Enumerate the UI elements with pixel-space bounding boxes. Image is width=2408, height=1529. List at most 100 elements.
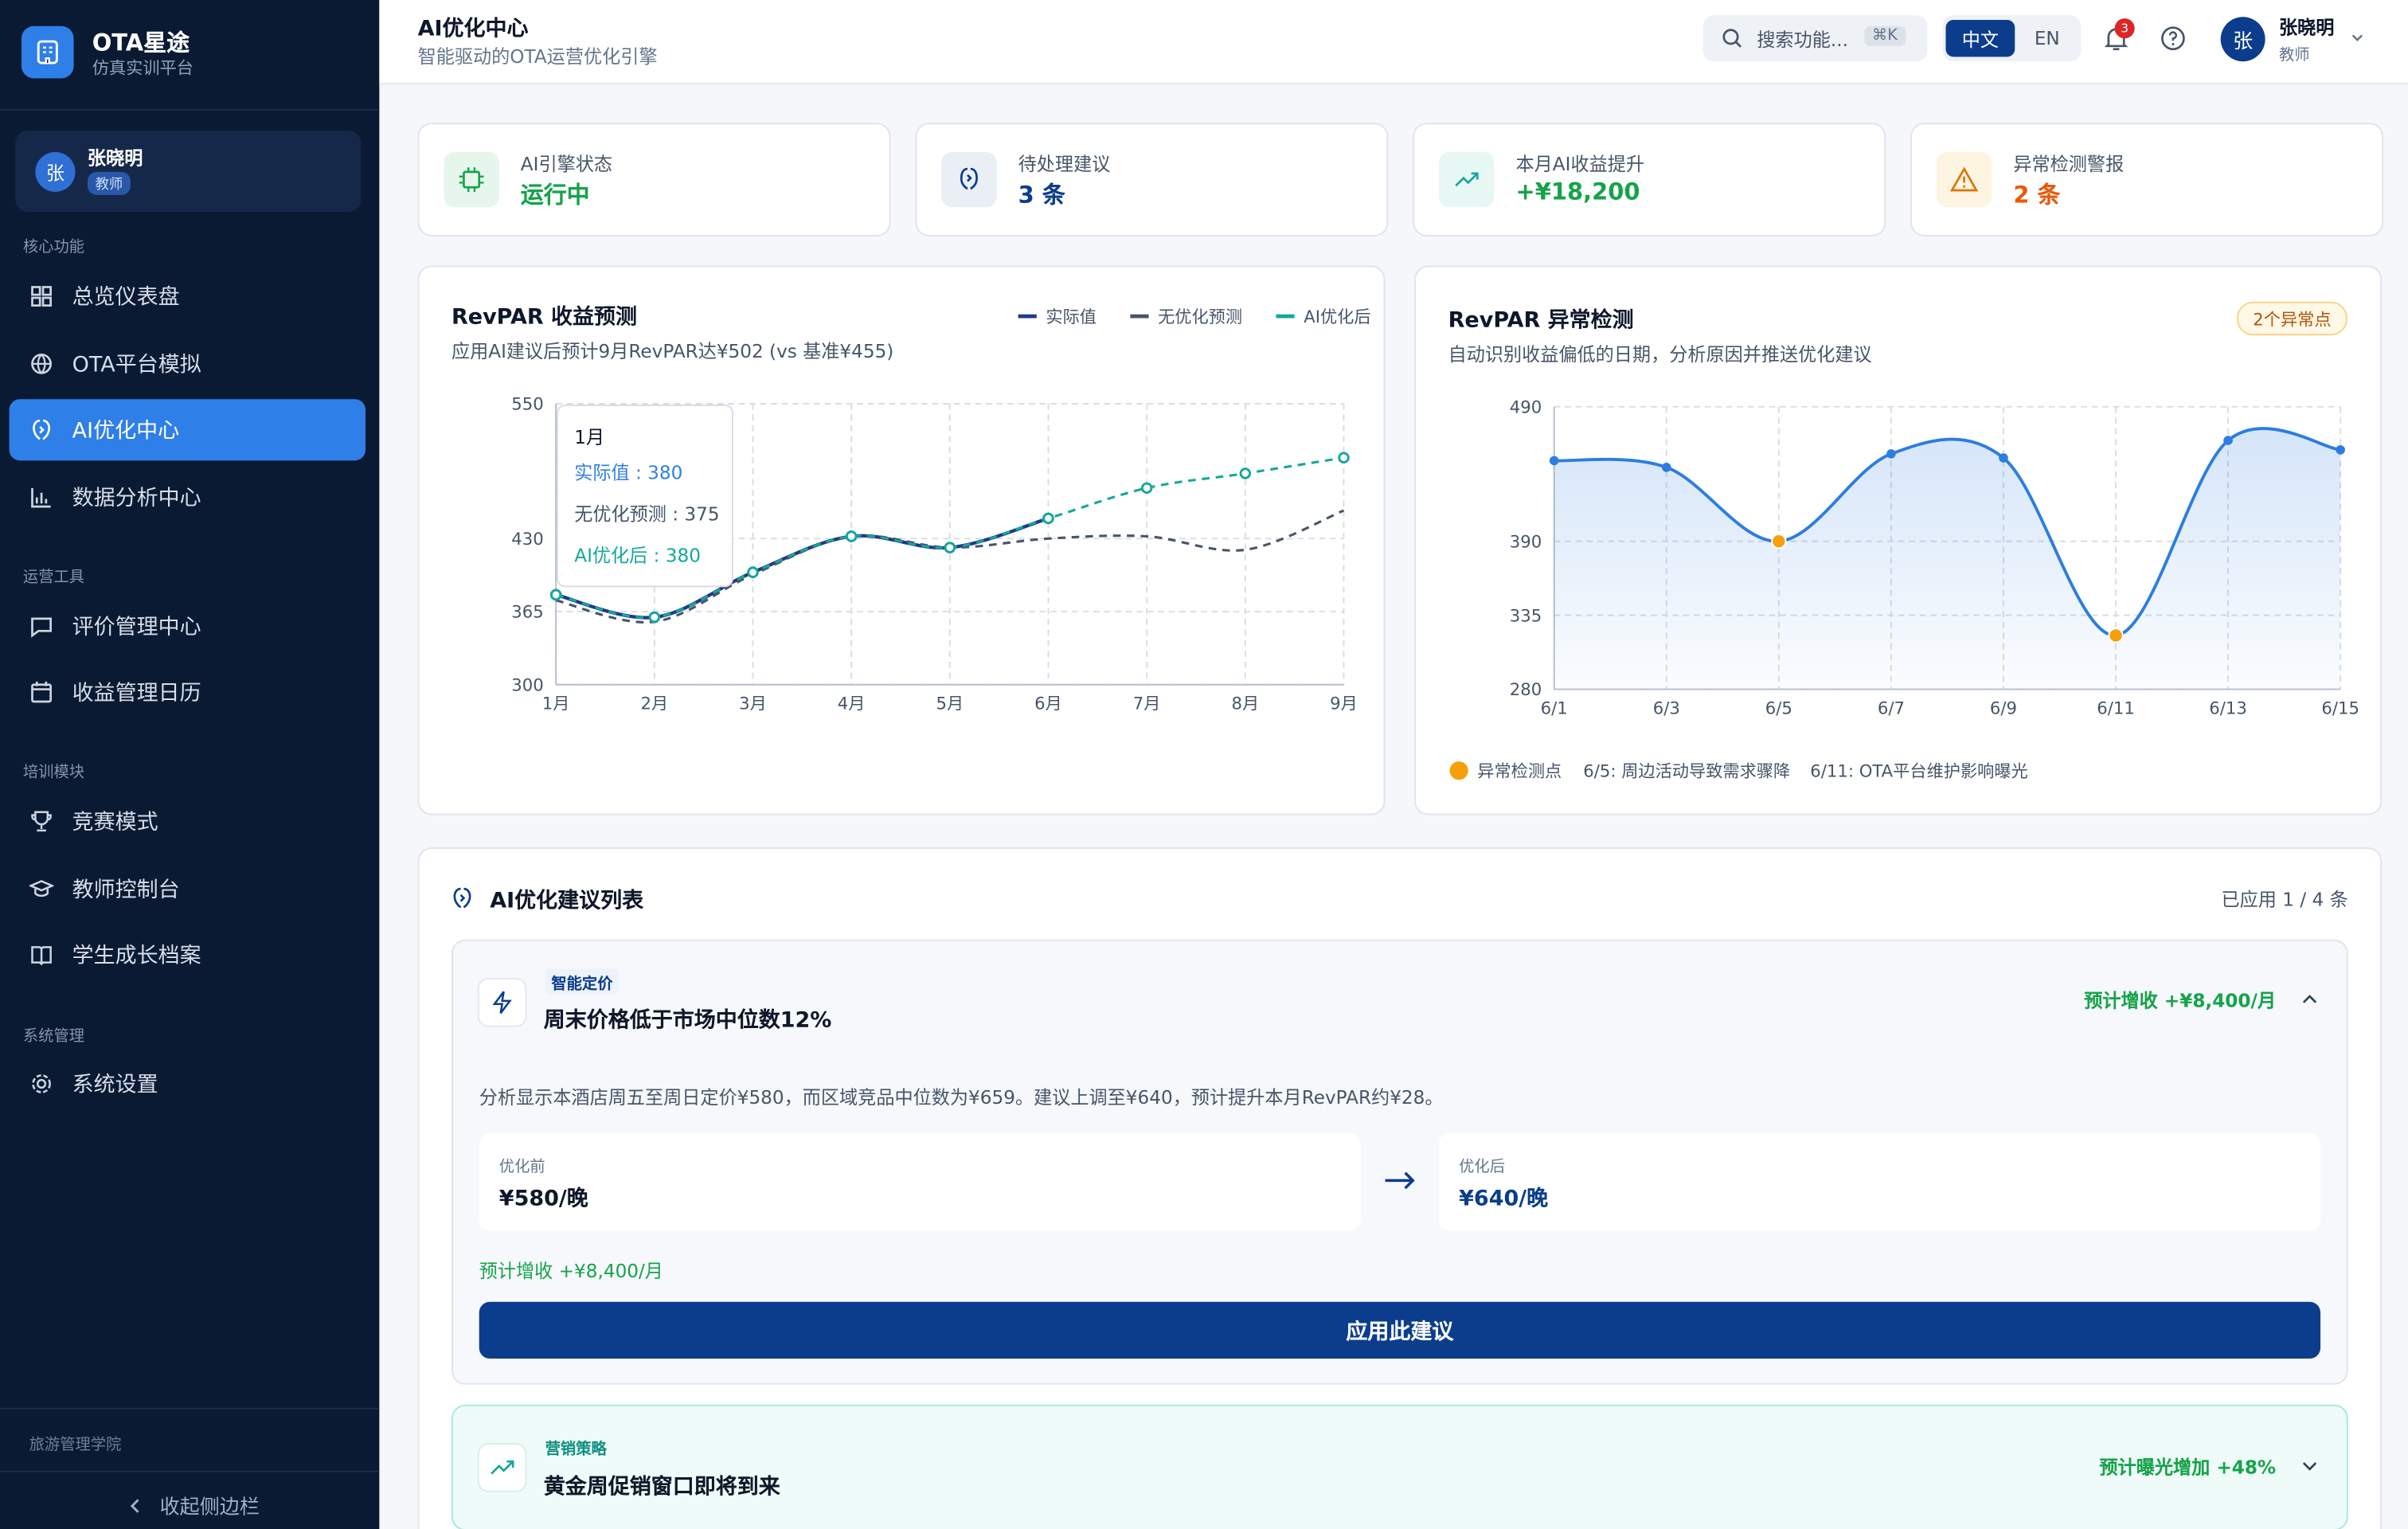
nav-item[interactable]: 总览仪表盘	[10, 265, 366, 327]
data-point	[1886, 449, 1896, 459]
collapse-toggle[interactable]	[2300, 990, 2319, 1008]
nav-item[interactable]: 收益管理日历	[10, 662, 366, 723]
nav-label: OTA平台模拟	[72, 353, 201, 378]
nav-label: 竞赛模式	[72, 810, 158, 835]
stat-card: 本月AI收益提升 +¥18,200	[1413, 123, 1886, 237]
legend-swatch	[1449, 761, 1468, 780]
data-point	[1661, 463, 1671, 472]
user-card[interactable]: 张 张晓明 教师	[15, 130, 362, 213]
x-tick-label: 6/1	[1541, 698, 1568, 718]
suggestion-title: 周末价格低于市场中位数12%	[543, 1008, 832, 1034]
data-point	[549, 589, 562, 601]
after-label: 优化后	[1459, 1159, 1505, 1176]
notification-button[interactable]: 3	[2102, 18, 2135, 58]
stat-value: +¥18,200	[1515, 178, 1640, 206]
chart-card: RevPAR 异常检测 2个异常点 自动识别收益偏低的日期，分析原因并推送优化建议 2…	[1414, 265, 2383, 815]
data-point	[1999, 453, 2008, 463]
legend-label: AI优化后	[1304, 307, 1370, 327]
data-point	[944, 542, 956, 553]
stat-label: 待处理建议	[1018, 153, 1111, 175]
nav-label: 收益管理日历	[72, 681, 201, 706]
y-tick-label: 300	[511, 675, 543, 694]
x-tick-label: 4月	[838, 694, 866, 714]
series-line	[1554, 427, 2341, 637]
suggestions-panel: AI优化建议列表 已应用 1 / 4 条 智能定价 周末价格低于市场中位数12%…	[417, 847, 2383, 1529]
help-button[interactable]	[2160, 25, 2187, 53]
expand-toggle[interactable]	[2300, 1457, 2319, 1475]
stat-label: AI引擎状态	[520, 153, 613, 175]
nav-item[interactable]: 数据分析中心	[10, 467, 366, 528]
header: AI优化中心 智能驱动的OTA运营优化引擎 搜索功能... ⌘K 中文 EN 3…	[379, 0, 2408, 85]
stat-value: 3 条	[1018, 181, 1065, 209]
tooltip-item: 实际值 : 380	[574, 463, 682, 483]
brand-name: OTA星途	[92, 29, 190, 57]
x-tick-label: 6/11	[2097, 698, 2135, 718]
data-point	[648, 611, 661, 624]
nav-item[interactable]: 教师控制台	[10, 858, 366, 920]
stat-card: 待处理建议 3 条	[915, 123, 1389, 237]
suggestion-impact-detail: 预计增收 +¥8,400/月	[479, 1260, 663, 1282]
suggestion-title: 黄金周促销窗口即将到来	[543, 1475, 780, 1500]
brand-logo	[21, 25, 74, 79]
apply-button[interactable]: 应用此建议	[479, 1301, 2321, 1359]
page-title: AI优化中心	[417, 17, 529, 42]
nav-item[interactable]: 学生成长档案	[10, 924, 366, 985]
header-avatar[interactable]: 张	[2220, 17, 2265, 62]
y-tick-label: 430	[511, 529, 543, 549]
anomaly-point	[2108, 628, 2124, 643]
suggestion-impact: 预计增收 +¥8,400/月	[2084, 990, 2277, 1012]
x-tick-label: 7月	[1133, 694, 1161, 714]
user-menu-toggle[interactable]	[2350, 31, 2365, 46]
header-user-role: 教师	[2278, 47, 2310, 65]
section-title: 系统管理	[22, 1028, 85, 1046]
data-point	[1042, 512, 1054, 525]
x-tick-label: 6月	[1034, 694, 1062, 714]
x-tick-label: 6/3	[1653, 698, 1680, 718]
nav-item[interactable]: 系统设置	[10, 1053, 366, 1114]
data-point	[747, 566, 759, 578]
collapse-button[interactable]: 收起侧边栏	[123, 1491, 260, 1520]
brand-subtitle: 仿真实训平台	[92, 58, 194, 79]
nav-label: 教师控制台	[72, 878, 180, 903]
anomaly-note: 6/5: 周边活动导致需求骤降	[1583, 761, 1790, 780]
suggestion-description: 分析显示本酒店周五至周日定价¥580，而区域竞品中位数为¥659。建议上调至¥6…	[479, 1086, 1444, 1109]
x-tick-label: 9月	[1330, 694, 1358, 714]
nav-item-active[interactable]: AI优化中心	[9, 399, 366, 461]
stat-value: 2 条	[2013, 181, 2061, 209]
language-option[interactable]: EN	[2034, 27, 2060, 49]
chart-subtitle: 应用AI建议后预计9月RevPAR达¥502 (vs 基准¥455)	[452, 342, 893, 362]
nav-item[interactable]: 竞赛模式	[10, 791, 366, 852]
shortcut-hint: ⌘K	[1864, 25, 1906, 46]
x-tick-label: 2月	[640, 694, 668, 714]
data-point	[2336, 445, 2345, 455]
x-tick-label: 6/13	[2209, 698, 2247, 718]
chart-subtitle: 自动识别收益偏低的日期，分析原因并推送优化建议	[1448, 345, 1872, 366]
legend-label: 实际值	[1046, 307, 1096, 327]
nav-label: 评价管理中心	[72, 616, 201, 640]
data-point	[1549, 456, 1559, 466]
user-avatar: 张	[35, 151, 76, 192]
section-title: 培训模块	[22, 764, 85, 782]
tooltip-item: AI优化后 : 380	[574, 546, 701, 567]
before-box: 优化前 ¥580/晚	[479, 1132, 1361, 1232]
language-option-active[interactable]: 中文	[1945, 20, 2015, 57]
search-box[interactable]: 搜索功能... ⌘K	[1702, 15, 1928, 62]
y-tick-label: 490	[1510, 397, 1542, 417]
legend-label: 异常检测点	[1477, 761, 1562, 780]
legend-label: 无优化预测	[1158, 307, 1242, 327]
collapse-label: 收起侧边栏	[159, 1496, 260, 1520]
chart-card: RevPAR 收益预测 应用AI建议后预计9月RevPAR达¥502 (vs 基准…	[417, 265, 1386, 815]
after-box: 优化后 ¥640/晚	[1439, 1132, 2321, 1232]
user-name: 张晓明	[87, 147, 143, 170]
data-point	[845, 530, 858, 542]
stat-value: 运行中	[520, 181, 590, 209]
suggestion-tag: 营销策略	[545, 1441, 607, 1459]
suggestion-item[interactable]: 营销策略 黄金周促销窗口即将到来 预计曝光增加 +48%	[451, 1404, 2348, 1529]
nav-item[interactable]: OTA平台模拟	[10, 333, 366, 394]
nav-item[interactable]: 评价管理中心	[10, 596, 366, 657]
before-value: ¥580/晚	[498, 1187, 588, 1211]
suggestion-impact: 预计曝光增加 +48%	[2099, 1457, 2277, 1479]
